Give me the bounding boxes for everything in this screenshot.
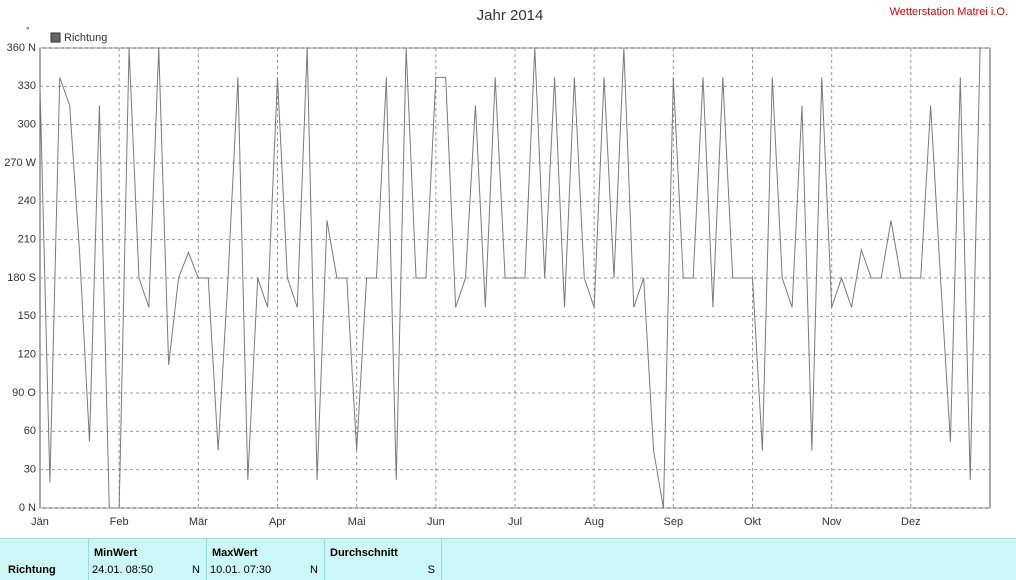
stats-direction: N [310, 564, 318, 576]
x-tick-label: Apr [269, 516, 286, 528]
y-tick-label: 330 [18, 80, 36, 92]
stats-cell: Durchschnitt S [324, 539, 442, 580]
x-tick-label: Dez [901, 516, 921, 528]
x-tick-label: Aug [584, 516, 604, 528]
y-tick-label: 60 [24, 425, 36, 437]
stats-cell: MaxWert 10.01. 07:30 N [206, 539, 325, 580]
y-tick-label: 360 N [7, 42, 36, 54]
station: Wetterstation Matrei i.O. [890, 6, 1008, 18]
stats-direction: N [192, 564, 200, 576]
chart-title: Jahr 2014 [477, 7, 544, 24]
x-tick-label: Okt [744, 516, 761, 528]
stats-value: 24.01. 08:50 [92, 564, 154, 576]
legend-swatch [50, 32, 61, 43]
stats-row-label-cell: Richtung [0, 539, 89, 580]
x-tick-label: Jun [427, 516, 445, 528]
x-tick-label: Jän [31, 516, 49, 528]
y-tick-label: 240 [18, 195, 36, 207]
stats-cell: MinWert 24.01. 08:50 N [88, 539, 207, 580]
x-tick-label: Mär [189, 516, 208, 528]
y-tick-label: 120 [18, 349, 36, 361]
series-line [39, 47, 981, 509]
stats-header: MaxWert [212, 547, 258, 559]
y-tick-label: 180 S [7, 272, 36, 284]
x-tick-label: Feb [110, 516, 129, 528]
stats-value: 10.01. 07:30 [210, 564, 272, 576]
x-tick-label: Nov [822, 516, 842, 528]
x-tick-label: Jul [508, 516, 522, 528]
y-tick-label: 270 W [4, 157, 36, 169]
x-tick-label: Sep [664, 516, 684, 528]
row-label: Richtung [8, 564, 56, 576]
stats-header: MinWert [94, 547, 138, 559]
y-tick-label: 30 [24, 464, 36, 476]
y-tick-label: 150 [18, 310, 36, 322]
y-tick-label: 90 O [12, 387, 36, 399]
y-tick-label: 210 [18, 234, 36, 246]
stats-panel: Richtung MinWert 24.01. 08:50 N MaxWert 10.0… [0, 538, 1016, 580]
chart: Jahr 2014 Wetterstation Matrei i.O. ° Ri… [4, 6, 1008, 528]
stats-direction: S [427, 564, 435, 576]
legend-label: Richtung [64, 32, 107, 44]
stats-header: Durchschnitt [330, 547, 398, 559]
unit: ° [26, 25, 30, 35]
y-tick-label: 0 N [19, 502, 36, 514]
y-tick-label: 300 [18, 119, 36, 131]
x-tick-label: Mai [348, 516, 366, 528]
